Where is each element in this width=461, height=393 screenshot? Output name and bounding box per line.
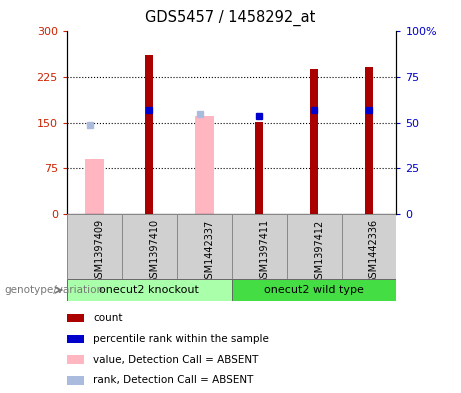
- Text: rank, Detection Call = ABSENT: rank, Detection Call = ABSENT: [93, 375, 254, 386]
- Text: onecut2 wild type: onecut2 wild type: [264, 285, 364, 295]
- Text: GSM1397410: GSM1397410: [149, 219, 159, 285]
- Text: GSM1397412: GSM1397412: [314, 219, 324, 285]
- Text: percentile rank within the sample: percentile rank within the sample: [93, 334, 269, 344]
- Bar: [287, 214, 342, 279]
- Bar: [231, 214, 287, 279]
- Text: GDS5457 / 1458292_at: GDS5457 / 1458292_at: [145, 10, 316, 26]
- Text: count: count: [93, 313, 123, 323]
- Bar: [177, 214, 231, 279]
- Bar: [67, 214, 122, 279]
- Bar: [231, 279, 396, 301]
- Bar: [67, 334, 84, 343]
- Text: onecut2 knockout: onecut2 knockout: [99, 285, 199, 295]
- Text: genotype/variation: genotype/variation: [5, 285, 104, 295]
- Text: GSM1442337: GSM1442337: [204, 219, 214, 285]
- Bar: [122, 214, 177, 279]
- Bar: [310, 69, 318, 214]
- Bar: [255, 121, 263, 214]
- Text: GSM1397409: GSM1397409: [95, 219, 104, 285]
- Bar: [365, 67, 373, 214]
- Bar: [67, 314, 84, 323]
- Text: GSM1442336: GSM1442336: [369, 219, 379, 285]
- Text: GSM1397411: GSM1397411: [259, 219, 269, 285]
- Bar: [67, 279, 231, 301]
- Bar: [85, 159, 104, 214]
- Bar: [145, 55, 154, 214]
- Bar: [67, 355, 84, 364]
- Bar: [342, 214, 396, 279]
- Bar: [67, 376, 84, 385]
- Bar: [195, 116, 214, 214]
- Text: value, Detection Call = ABSENT: value, Detection Call = ABSENT: [93, 354, 259, 365]
